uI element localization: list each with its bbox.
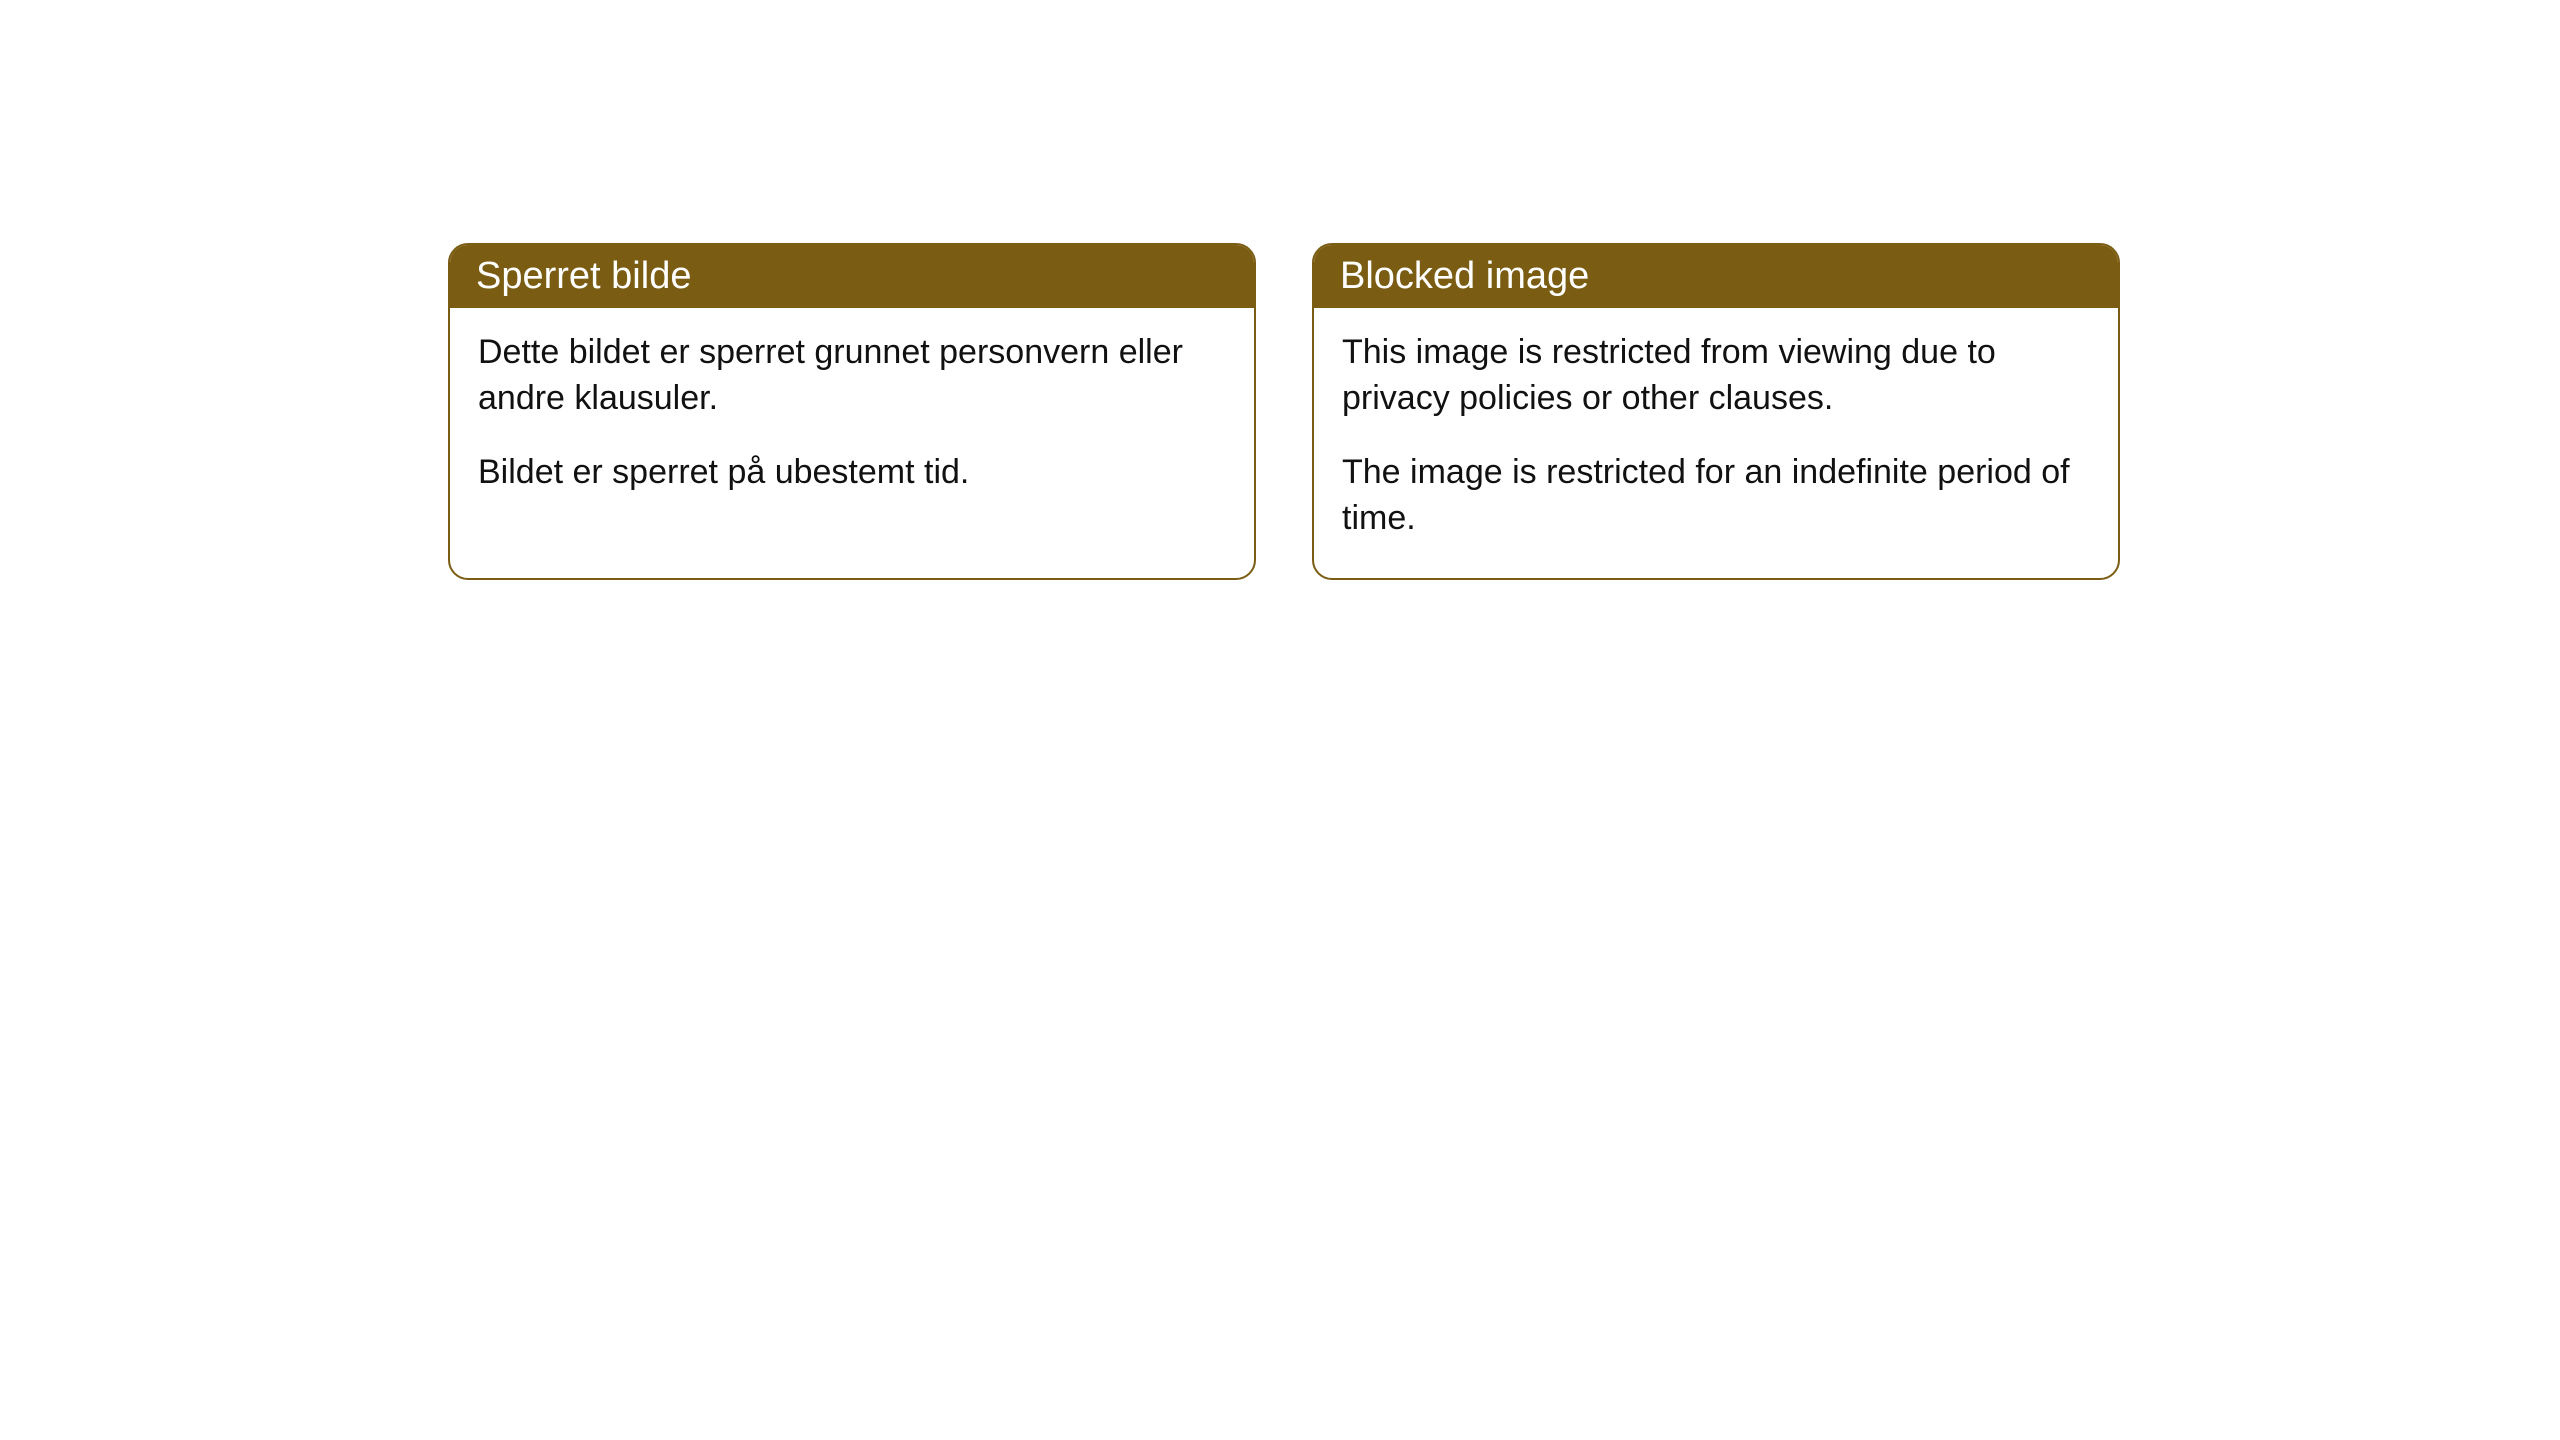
card-paragraph: Bildet er sperret på ubestemt tid. <box>478 450 1226 496</box>
card-paragraph: This image is restricted from viewing du… <box>1342 330 2090 422</box>
card-body: Dette bildet er sperret grunnet personve… <box>450 308 1254 532</box>
card-paragraph: The image is restricted for an indefinit… <box>1342 450 2090 542</box>
card-body: This image is restricted from viewing du… <box>1314 308 2118 578</box>
notice-card-norwegian: Sperret bilde Dette bildet er sperret gr… <box>448 243 1256 580</box>
notice-cards-container: Sperret bilde Dette bildet er sperret gr… <box>0 0 2560 580</box>
card-header: Blocked image <box>1314 245 2118 308</box>
card-title: Blocked image <box>1340 255 1589 297</box>
card-title: Sperret bilde <box>476 255 691 297</box>
card-header: Sperret bilde <box>450 245 1254 308</box>
card-paragraph: Dette bildet er sperret grunnet personve… <box>478 330 1226 422</box>
notice-card-english: Blocked image This image is restricted f… <box>1312 243 2120 580</box>
